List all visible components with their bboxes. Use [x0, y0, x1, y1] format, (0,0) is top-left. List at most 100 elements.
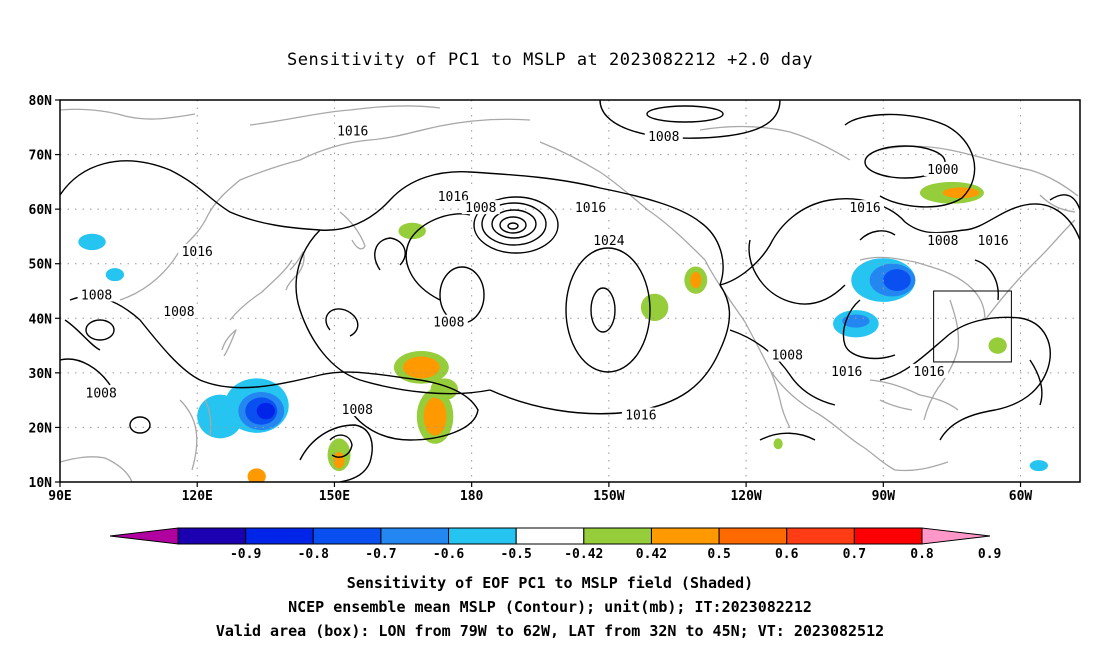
- coastlines: [60, 105, 1079, 482]
- lat-label: 80N: [29, 94, 53, 109]
- contour-label: 1000: [927, 163, 958, 178]
- contour-label-bg: [461, 200, 500, 215]
- lat-label: 10N: [29, 476, 53, 491]
- colorbar-segment: [312, 527, 382, 545]
- colorbar-segment: [853, 527, 923, 545]
- colorbar-label: -0.9: [230, 547, 261, 562]
- lat-label: 30N: [29, 367, 53, 382]
- contour-label: 1008: [648, 130, 679, 145]
- lat-label: 50N: [29, 258, 53, 273]
- sensitivity-patch: [1029, 460, 1048, 472]
- colorbar-label: -0.42: [564, 547, 603, 562]
- sensitivity-shading: [78, 181, 1048, 482]
- colorbar-label: -0.5: [501, 547, 532, 562]
- graticule: [60, 100, 1080, 482]
- colorbar-label: 0.42: [636, 547, 667, 562]
- contour-label-bg: [910, 363, 949, 378]
- contour-label-bg: [434, 189, 473, 204]
- sensitivity-patch: [773, 438, 783, 450]
- caption-line-3: Valid area (box): LON from 79W to 62W, L…: [215, 622, 885, 640]
- colorbar-segment: [515, 527, 585, 545]
- lon-label: 180: [460, 489, 484, 504]
- sensitivity-patch: [842, 314, 870, 328]
- contour-label: 1016: [182, 245, 213, 260]
- sensitivity-patch: [423, 397, 447, 436]
- colorbar-high-triangle: [921, 527, 991, 545]
- sensitivity-patch: [398, 222, 426, 240]
- lon-label: 120W: [730, 489, 761, 504]
- colorbar: -0.9 -0.8 -0.7 -0.6 -0.5 -0.42 0.42 0.5 0.6 0.7 0.…: [109, 527, 1001, 562]
- contour-label-bg: [77, 287, 116, 302]
- contour-label: 1008: [81, 288, 112, 303]
- colorbar-label: 0.9: [978, 547, 1001, 562]
- colorbar-segment: [786, 527, 855, 545]
- contour-label: 1008: [342, 403, 373, 418]
- colorbar-label: -0.6: [433, 547, 464, 562]
- contour-label-bg: [589, 232, 628, 247]
- lat-label: 20N: [29, 421, 53, 436]
- sensitivity-patch: [690, 271, 702, 289]
- sensitivity-patch: [333, 451, 345, 469]
- contour-label: 1016: [625, 409, 656, 424]
- lat-label: 40N: [29, 312, 53, 327]
- valid-area-box: [933, 290, 1012, 363]
- caption-line-2: NCEP ensemble mean MSLP (Contour); unit(…: [288, 598, 812, 616]
- caption-line-1: Sensitivity of EOF PC1 to MSLP field (Sh…: [346, 574, 754, 592]
- colorbar-segment: [718, 527, 788, 545]
- contour-label: 1016: [575, 201, 606, 216]
- colorbar-segment: [245, 527, 314, 545]
- contour-label-bg: [846, 200, 885, 215]
- colorbar-segment: [448, 527, 517, 545]
- sensitivity-patch: [883, 269, 911, 292]
- colorbar-segment: [380, 527, 450, 545]
- lon-label: 60W: [1009, 489, 1033, 504]
- contour-label: 1008: [86, 387, 117, 402]
- contour-label-bg: [178, 243, 217, 258]
- colorbar-low-triangle: [109, 527, 179, 545]
- plot-frame: [59, 99, 1081, 483]
- colorbar-label: 0.5: [707, 547, 730, 562]
- contour-label-bg: [768, 347, 807, 362]
- sensitivity-patch: [988, 337, 1007, 354]
- contour-label: 1016: [831, 365, 862, 380]
- contour-label-bg: [159, 303, 198, 318]
- colorbar-label: 0.7: [843, 547, 866, 562]
- contour-label: 1016: [438, 190, 469, 205]
- sensitivity-patch: [640, 293, 669, 322]
- sensitivity-patch: [256, 402, 275, 420]
- contour-label: 1016: [849, 201, 880, 216]
- lon-label: 90W: [872, 489, 896, 504]
- contour-label-bg: [82, 385, 121, 400]
- lat-label: 60N: [29, 203, 53, 218]
- sensitivity-patch: [403, 356, 440, 379]
- lon-label: 150W: [593, 489, 624, 504]
- colorbar-segment: [583, 527, 652, 545]
- contour-label-bg: [923, 161, 962, 176]
- contour-label: 1008: [927, 234, 958, 249]
- contour-label-bg: [974, 232, 1013, 247]
- contour-label-bg: [333, 123, 372, 138]
- lon-label: 90E: [48, 489, 71, 504]
- contour-label: 1016: [337, 125, 368, 140]
- contour-label: 1008: [163, 305, 194, 320]
- contour-label-bg: [923, 232, 962, 247]
- lat-label: 70N: [29, 149, 53, 164]
- lon-label: 150E: [319, 489, 350, 504]
- colorbar-label: 0.6: [775, 547, 799, 562]
- contour-label: 1008: [433, 316, 464, 331]
- contour-label-bg: [827, 363, 866, 378]
- contour-label: 1016: [913, 365, 944, 380]
- contour-label-bg: [571, 200, 610, 215]
- sensitivity-patch: [247, 468, 266, 482]
- contour-label: 1008: [465, 201, 496, 216]
- colorbar-segment: [650, 527, 720, 545]
- map-title: Sensitivity of PC1 to MSLP at 2023082212…: [286, 50, 813, 70]
- colorbar-label: 0.8: [910, 547, 934, 562]
- contour-label-bg: [621, 407, 660, 422]
- contour-label-bg: [429, 314, 468, 329]
- contour-label: 1008: [772, 348, 803, 363]
- contour-label-bg: [644, 129, 683, 144]
- mslp-contours: [60, 100, 1080, 482]
